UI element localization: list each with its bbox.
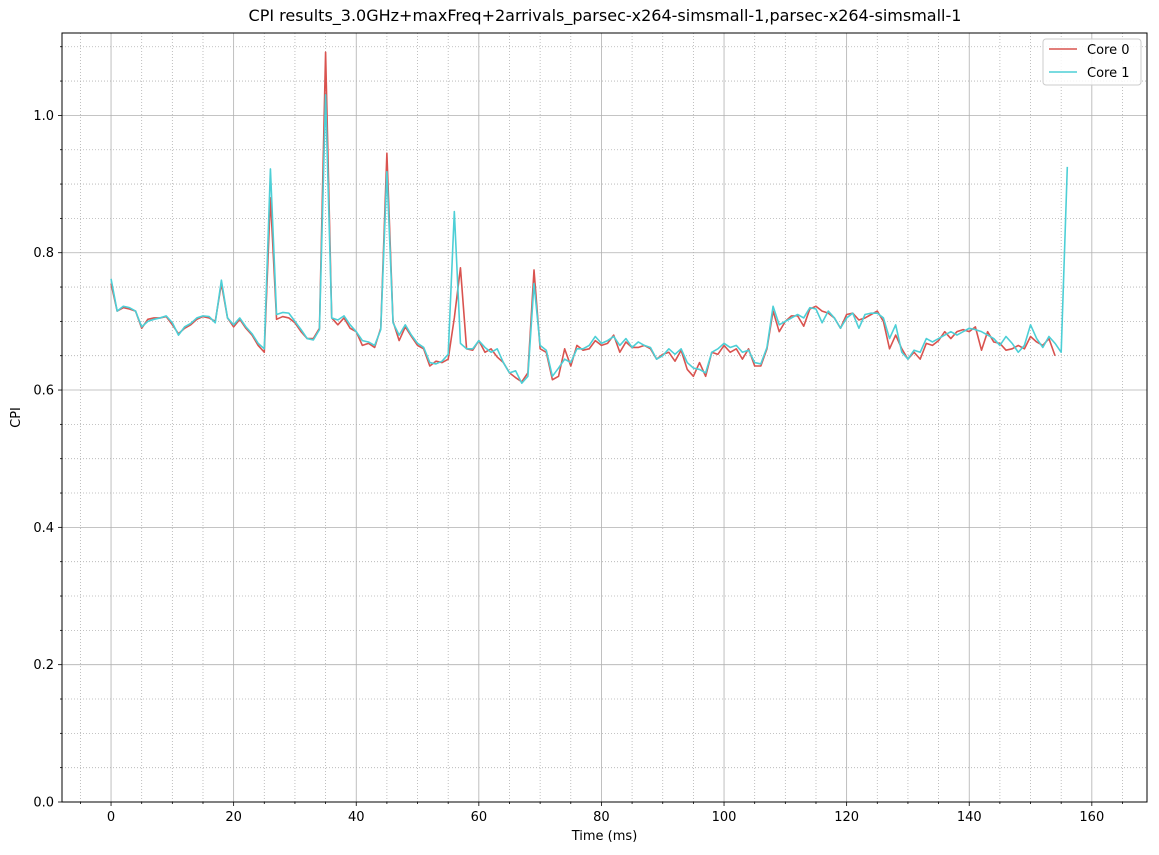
x-tick-label: 140 (957, 810, 982, 825)
legend-label-core-0: Core 0 (1087, 43, 1130, 58)
y-axis-ticks: 0.0 0.2 0.4 0.6 0.8 1.0 (33, 46, 62, 811)
x-tick-label: 80 (593, 810, 610, 825)
x-tick-label: 40 (348, 810, 365, 825)
x-tick-label: 120 (834, 810, 859, 825)
x-tick-label: 100 (712, 810, 737, 825)
y-tick-label: 0.2 (33, 658, 54, 673)
x-axis-ticks: 0 20 40 60 80 100 120 140 160 (79, 802, 1123, 825)
y-axis-label: CPI (9, 407, 24, 428)
legend-label-core-1: Core 1 (1087, 66, 1130, 81)
y-tick-label: 0.6 (33, 384, 54, 399)
x-tick-label: 0 (107, 810, 115, 825)
x-tick-label: 160 (1079, 810, 1104, 825)
series-layer (110, 51, 1069, 384)
legend: Core 0 Core 1 (1042, 38, 1142, 86)
legend-box (1042, 38, 1142, 86)
x-tick-label: 60 (471, 810, 488, 825)
y-tick-label: 1.0 (33, 109, 54, 124)
x-axis-label: Time (ms) (571, 829, 638, 844)
y-tick-label: 0.8 (33, 246, 54, 261)
chart-title: CPI results_3.0GHz+maxFreq+2arrivals_par… (249, 6, 962, 26)
x-tick-label: 20 (225, 810, 242, 825)
plot-frame (61, 32, 1148, 803)
major-grid (62, 33, 1147, 803)
minor-grid (62, 33, 1147, 802)
y-tick-label: 0.0 (33, 796, 54, 811)
y-tick-label: 0.4 (33, 521, 54, 536)
series-line-core-1 (110, 93, 1069, 384)
